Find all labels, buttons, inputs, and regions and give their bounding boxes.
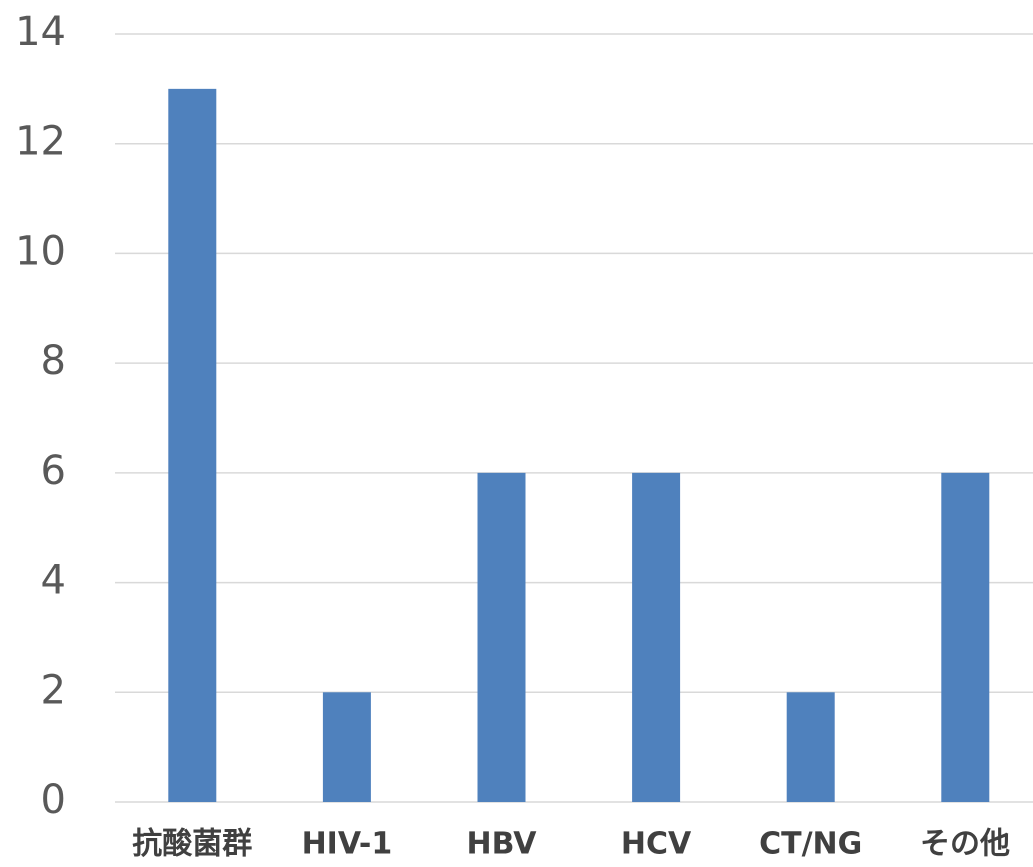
y-tick-label: 14 xyxy=(15,9,66,55)
y-tick-label: 6 xyxy=(41,448,66,494)
x-tick-label: 抗酸菌群 xyxy=(132,827,252,862)
bar xyxy=(477,472,526,802)
y-tick-label: 10 xyxy=(15,228,66,274)
x-tick-label: CT/NG xyxy=(759,827,862,862)
bar xyxy=(168,88,217,803)
y-tick-label: 8 xyxy=(41,338,66,384)
bar xyxy=(941,472,990,802)
bar xyxy=(786,692,835,802)
x-tick-label: HIV-1 xyxy=(302,827,393,862)
y-tick-label: 4 xyxy=(41,558,66,604)
y-tick-label: 2 xyxy=(41,667,66,713)
bar xyxy=(322,692,371,802)
x-tick-label: HBV xyxy=(467,827,538,862)
x-tick-label: その他 xyxy=(920,827,1010,862)
bar xyxy=(632,472,681,802)
y-tick-label: 0 xyxy=(41,777,66,823)
x-tick-label: HCV xyxy=(621,827,692,862)
y-tick-label: 12 xyxy=(15,119,66,165)
